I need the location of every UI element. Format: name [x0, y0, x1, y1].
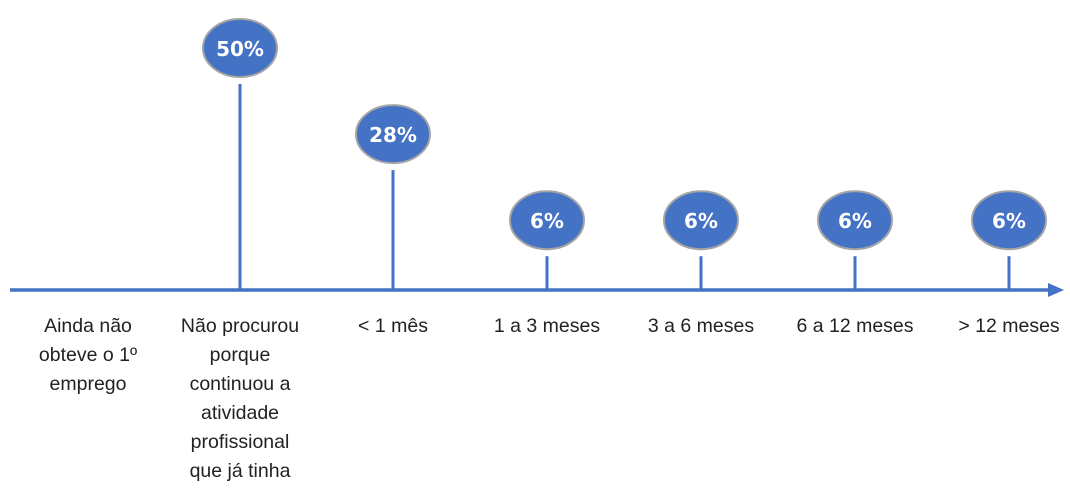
value-label-under-1-month: 28%: [369, 123, 417, 147]
category-label-6-to-12-months: 6 a 12 meses: [796, 315, 914, 337]
chart-marks: 50% 28% 6% 6% 6% 6%: [202, 18, 1047, 290]
axis-arrowhead: [1048, 283, 1064, 297]
bubble-over-12-months: [971, 190, 1047, 251]
bubble-1-to-3-months: [509, 190, 585, 251]
category-label-3-to-6-months: 3 a 6 meses: [647, 315, 755, 337]
value-label-3-to-6-months: 6%: [684, 209, 718, 233]
category-label-over-12-months: > 12 meses: [958, 315, 1060, 337]
category-label-continued-activity: Não procurou porque continuou a atividad…: [180, 315, 300, 482]
bubble-continued-activity: [202, 18, 278, 78]
value-label-over-12-months: 6%: [992, 209, 1026, 233]
category-label-not-yet-employed: Ainda não obteve o 1º emprego: [38, 315, 138, 395]
value-label-continued-activity: 50%: [216, 37, 264, 61]
value-label-1-to-3-months: 6%: [530, 209, 564, 233]
category-label-1-to-3-months: 1 a 3 meses: [493, 315, 601, 337]
value-label-6-to-12-months: 6%: [838, 209, 872, 233]
bubble-under-1-month: [355, 104, 431, 165]
category-label-under-1-month: < 1 mês: [358, 315, 428, 337]
bubble-6-to-12-months: [817, 190, 893, 251]
bubble-3-to-6-months: [663, 190, 739, 251]
